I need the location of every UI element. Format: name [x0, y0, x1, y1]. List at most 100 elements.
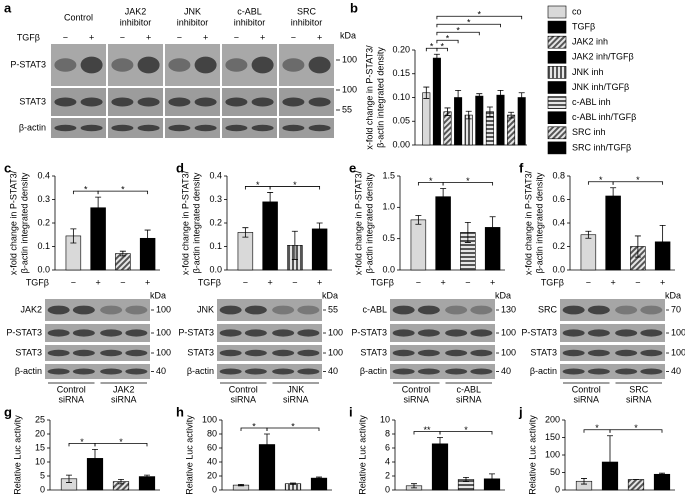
significance-bracket [269, 186, 321, 190]
group-label: SRC [297, 6, 317, 16]
blot-band [640, 329, 663, 337]
marker-label: 100 [156, 304, 171, 314]
blot-band [297, 368, 320, 375]
blot-band [244, 368, 267, 375]
legend-swatch [547, 111, 567, 124]
group-label: siRNA [403, 394, 429, 404]
marker-label: 100 [328, 347, 343, 357]
row-label: P-STAT3 [10, 59, 46, 69]
x-tick-label: + [440, 277, 445, 287]
blot-band [168, 97, 191, 107]
legend-label: c-ABL inh/TGFβ [572, 112, 636, 122]
group-label: Control [64, 12, 93, 22]
marker-label: 40 [156, 366, 166, 376]
y-axis-label: x-fold change in P-STAT3/ [8, 170, 18, 275]
blot-band [308, 56, 331, 74]
blot-band [47, 349, 70, 357]
panel-letter: h [176, 404, 184, 419]
x-tick-label: + [610, 277, 615, 287]
x-tick-label: − [635, 277, 640, 287]
y-tick-label: 5 [40, 470, 45, 480]
blot-strip [390, 345, 495, 361]
significance-label: * [464, 425, 468, 435]
blot-band [445, 368, 468, 375]
y-tick-label: 40 [207, 456, 217, 466]
group-label: inhibitor [234, 17, 266, 27]
blot-band [72, 349, 95, 357]
blot-band [244, 329, 267, 337]
group-label: JNK [184, 6, 201, 16]
error-bar [444, 107, 451, 116]
bar [443, 111, 452, 146]
error-bar [118, 478, 124, 485]
blot-band [470, 329, 493, 337]
blot-band [282, 58, 305, 72]
lane-label: + [203, 32, 208, 42]
blot-band [225, 124, 248, 132]
x-tick-label: + [267, 277, 272, 287]
y-tick-label: 0.0 [209, 264, 222, 274]
significance-label: * [636, 175, 640, 185]
y-tick-label: 50 [550, 467, 560, 477]
blot-band [587, 305, 610, 315]
marker-label: 55 [328, 304, 338, 314]
blot-band [54, 97, 77, 107]
significance-label: * [466, 176, 470, 186]
lane-label: + [89, 32, 94, 42]
blot-band [272, 349, 295, 357]
bar [262, 201, 278, 271]
y-tick-label: 0.6 [552, 194, 565, 204]
blot-band [417, 305, 440, 315]
significance-label: * [599, 175, 603, 185]
y-tick-label: 0.10 [392, 92, 410, 102]
bar [431, 443, 449, 491]
blot-band [137, 97, 160, 107]
bar [435, 196, 451, 271]
lane-label: − [120, 32, 125, 42]
legend-label: SRC inh/TGFβ [572, 142, 631, 152]
row-label: STAT3 [19, 96, 46, 106]
y-tick-label: 6 [385, 442, 390, 452]
blot-band [615, 329, 638, 337]
blot-band [272, 368, 295, 375]
unit-label: kDa [340, 30, 356, 40]
blot-band [194, 124, 217, 132]
blot-strip [217, 345, 322, 361]
y-tick-label: 10 [35, 456, 45, 466]
row-label: STAT3 [360, 347, 387, 357]
marker-label: 130 [501, 304, 516, 314]
group-label: c-ABL [456, 384, 481, 394]
blot-band [100, 305, 123, 315]
panel-letter: d [176, 160, 184, 175]
legend-swatch [547, 66, 567, 79]
blot-strip [165, 118, 220, 138]
panel-letter: a [4, 0, 12, 15]
significance-label: ** [423, 425, 431, 435]
error-bar [144, 474, 150, 479]
blot-band [640, 368, 663, 375]
bar [507, 114, 516, 146]
x-tick-label: − [292, 277, 297, 287]
y-tick-label: 0.0 [382, 264, 395, 274]
blot-band [470, 368, 493, 375]
y-axis-label: Relative Luc activity [357, 415, 367, 495]
blot-band [640, 349, 663, 357]
blot-strip [45, 364, 150, 379]
error-bar [489, 473, 495, 485]
legend-label: JAK2 inh [572, 37, 608, 47]
blot-band [587, 349, 610, 357]
error-bar [497, 89, 504, 101]
error-bar [119, 250, 126, 257]
y-axis-label: Relative Luc activity [184, 415, 194, 495]
panel-letter: j [518, 404, 523, 419]
blot-band [100, 349, 123, 357]
bar [517, 97, 526, 146]
y-tick-label: 25 [35, 414, 45, 424]
error-bar [508, 111, 515, 119]
blot-band [194, 97, 217, 107]
y-tick-label: 0.4 [552, 217, 565, 227]
blot-strip [560, 324, 665, 342]
y-axis-label: β-actin integrated density [19, 172, 29, 273]
significance-bracket [439, 431, 493, 435]
blot-band [219, 305, 242, 315]
